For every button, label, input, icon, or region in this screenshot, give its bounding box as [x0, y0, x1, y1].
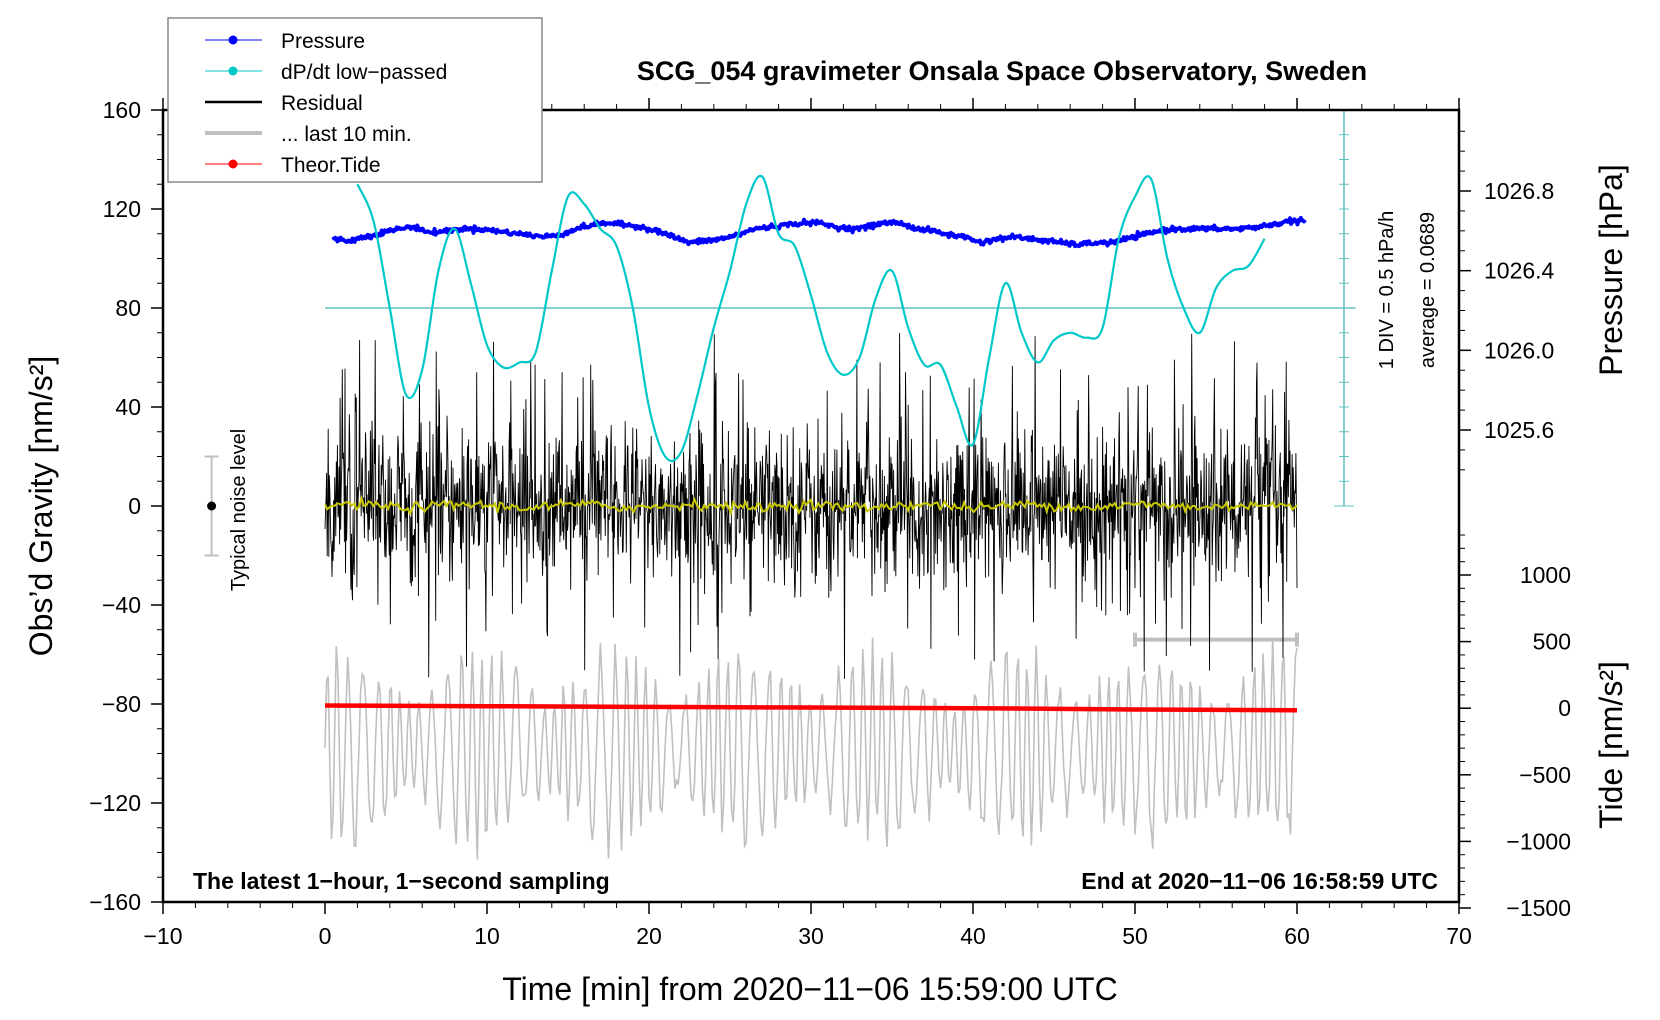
annotation-sampling: The latest 1−hour, 1−second sampling — [193, 868, 610, 894]
pressure-tick-label: 1026.4 — [1484, 258, 1555, 284]
series-layer — [204, 109, 1356, 860]
y-tick-label: −120 — [89, 790, 141, 816]
tide-tick-label: −1000 — [1506, 828, 1571, 854]
legend-label: Pressure — [281, 30, 365, 53]
y-tick-label: 40 — [115, 394, 141, 420]
x-axis-title: Time [min] from 2020−11−06 15:59:00 UTC — [502, 971, 1117, 1007]
y-tick-label: −40 — [102, 592, 141, 618]
dpdt-average-label: average = 0.0689 — [1417, 212, 1439, 368]
annotation-end-time: End at 2020−11−06 16:58:59 UTC — [1081, 868, 1438, 894]
legend-entries: Pressure dP/dt low−passed Residual ... last… — [205, 30, 447, 177]
x-tick-label: 10 — [474, 923, 500, 949]
legend: Pressure dP/dt low−passed Residual ... last… — [167, 17, 543, 183]
x-tick-label: 70 — [1446, 923, 1472, 949]
chart-title: SCG_054 gravimeter Onsala Space Observat… — [637, 56, 1367, 86]
legend-entry: Pressure — [205, 30, 365, 53]
legend-entry: Residual — [205, 92, 363, 115]
x-tick-label: 30 — [798, 923, 824, 949]
residual-series-line — [324, 332, 1298, 679]
pressure-axis-title: Pressure [hPa] — [1593, 164, 1629, 376]
x-tick-label: 0 — [319, 923, 332, 949]
tide-tick-label: −1500 — [1506, 895, 1571, 921]
tide-tick-label: −500 — [1519, 762, 1571, 788]
dpdt-div-label: 1 DIV = 0.5 hPa/h — [1376, 211, 1398, 369]
residual-smoothed-line — [324, 494, 1298, 517]
tide-tick-label: 0 — [1558, 695, 1571, 721]
legend-swatch-marker — [228, 159, 238, 169]
tide-series-line — [324, 703, 1298, 713]
legend-swatch-marker — [228, 66, 238, 76]
y-tick-label: −80 — [102, 691, 141, 717]
tide-tick-label: 500 — [1533, 629, 1571, 655]
y-tick-label: 0 — [128, 493, 141, 519]
pressure-tick-label: 1025.6 — [1484, 417, 1554, 443]
tide-tick-label: 1000 — [1520, 562, 1571, 588]
legend-entry: ... last 10 min. — [205, 123, 412, 146]
dpdt-series-line — [356, 174, 1266, 463]
tide-axis-title: Tide [nm/s²] — [1593, 661, 1629, 829]
x-tick-label: −10 — [143, 923, 182, 949]
y-tick-label: 80 — [115, 295, 141, 321]
x-tick-label: 20 — [636, 923, 662, 949]
legend-entry: dP/dt low−passed — [205, 61, 447, 84]
legend-label: dP/dt low−passed — [281, 61, 447, 84]
y-tick-label: 160 — [103, 97, 141, 123]
legend-label: Theor.Tide — [281, 154, 381, 177]
legend-box — [167, 17, 543, 183]
axes-layer: −10 0 10 20 30 40 50 60 70 160 120 80 40 0 −40 −80 −120 −… — [89, 97, 1571, 949]
pressure-tick-label: 1026.8 — [1484, 178, 1554, 204]
x-tick-label: 50 — [1122, 923, 1148, 949]
legend-label: ... last 10 min. — [281, 123, 412, 146]
legend-label: Residual — [281, 92, 363, 115]
pressure-tick-label: 1026.0 — [1484, 337, 1554, 363]
x-tick-label: 40 — [960, 923, 986, 949]
y-tick-label: −160 — [89, 889, 141, 915]
noise-level-label: Typical noise level — [228, 429, 250, 591]
y-axis-title-text: Obs’d Gravity [nm/s²] — [23, 356, 59, 657]
legend-entry: Theor.Tide — [205, 154, 381, 177]
y-tick-label: 120 — [103, 196, 141, 222]
y-axis-title: Obs’d Gravity [nm/s²] — [23, 356, 59, 657]
noise-level-point — [207, 501, 217, 511]
x-tick-label: 60 — [1284, 923, 1310, 949]
legend-swatch-marker — [228, 35, 238, 45]
pressure-series-line — [331, 215, 1307, 249]
